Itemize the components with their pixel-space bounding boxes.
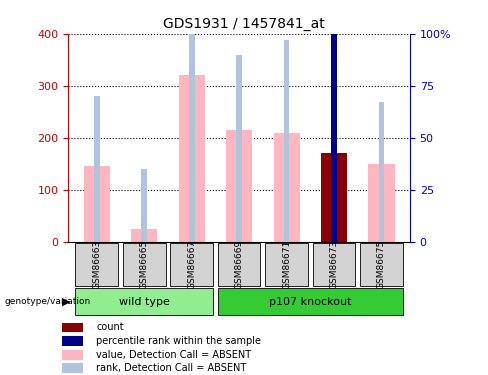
Bar xyxy=(131,229,157,242)
Text: wild type: wild type xyxy=(119,297,170,307)
Text: ▶: ▶ xyxy=(61,297,70,307)
Bar xyxy=(179,75,205,242)
Text: GSM86667: GSM86667 xyxy=(187,240,196,289)
Text: count: count xyxy=(96,322,123,332)
Text: rank, Detection Call = ABSENT: rank, Detection Call = ABSENT xyxy=(96,363,246,373)
Bar xyxy=(61,363,83,373)
Text: GDS1931 / 1457841_at: GDS1931 / 1457841_at xyxy=(163,17,325,31)
FancyBboxPatch shape xyxy=(76,288,213,315)
Text: p107 knockout: p107 knockout xyxy=(269,297,351,307)
Bar xyxy=(61,350,83,360)
Text: genotype/variation: genotype/variation xyxy=(5,297,91,306)
Bar xyxy=(189,0,195,242)
Bar xyxy=(273,133,300,242)
Bar xyxy=(368,164,394,242)
FancyBboxPatch shape xyxy=(218,243,261,286)
Text: GSM86663: GSM86663 xyxy=(92,240,102,289)
Bar xyxy=(284,40,289,242)
Text: GSM86673: GSM86673 xyxy=(329,240,339,289)
Bar xyxy=(236,55,242,242)
Text: GSM86675: GSM86675 xyxy=(377,240,386,289)
FancyBboxPatch shape xyxy=(218,288,403,315)
Bar xyxy=(379,102,385,242)
Text: GSM86669: GSM86669 xyxy=(235,240,244,289)
FancyBboxPatch shape xyxy=(76,243,118,286)
Bar xyxy=(94,96,100,242)
FancyBboxPatch shape xyxy=(313,243,355,286)
Text: value, Detection Call = ABSENT: value, Detection Call = ABSENT xyxy=(96,350,251,360)
Bar xyxy=(61,336,83,346)
Bar xyxy=(61,322,83,332)
Text: GSM86671: GSM86671 xyxy=(282,240,291,289)
Bar xyxy=(226,130,252,242)
Bar xyxy=(321,153,347,242)
Bar xyxy=(331,30,337,242)
Bar xyxy=(84,166,110,242)
Bar xyxy=(331,30,337,242)
Bar xyxy=(321,153,347,242)
Bar xyxy=(142,169,147,242)
Text: GSM86665: GSM86665 xyxy=(140,240,149,289)
FancyBboxPatch shape xyxy=(170,243,213,286)
FancyBboxPatch shape xyxy=(265,243,308,286)
FancyBboxPatch shape xyxy=(123,243,165,286)
FancyBboxPatch shape xyxy=(360,243,403,286)
Text: percentile rank within the sample: percentile rank within the sample xyxy=(96,336,261,346)
